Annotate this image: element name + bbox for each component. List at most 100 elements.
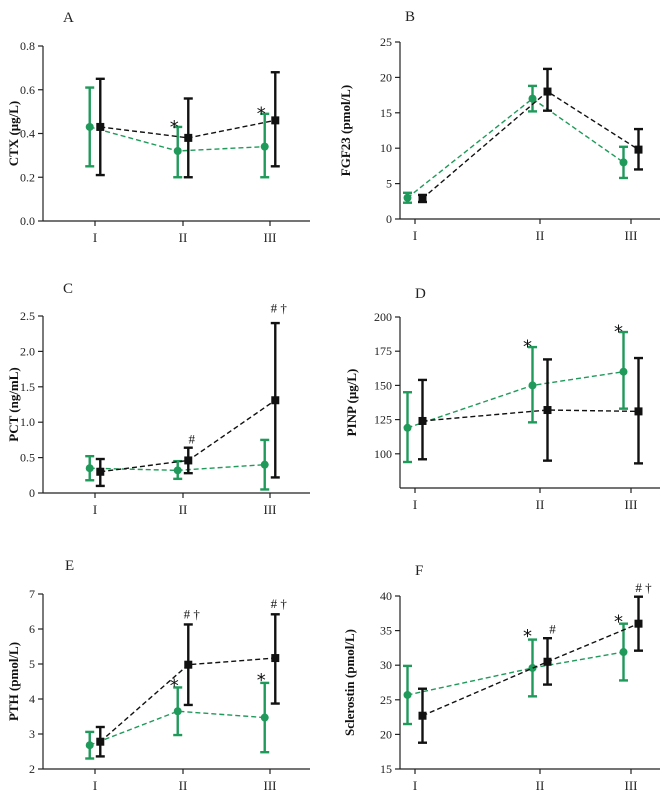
y-tick-label: 0.2: [20, 170, 35, 184]
y-axis-label: FGF23 (pmol/L): [338, 85, 353, 176]
data-point: [543, 87, 552, 96]
significance-marker: #: [189, 431, 196, 446]
y-tick-label: 0.0: [20, 214, 35, 228]
significance-marker: # †: [271, 300, 288, 315]
y-tick-label: 6: [29, 622, 35, 636]
significance-marker: *: [614, 321, 623, 342]
data-point: [634, 145, 643, 154]
x-tick-label: I: [93, 230, 97, 245]
y-tick-label: 150: [374, 378, 392, 392]
data-point: [173, 147, 182, 155]
y-tick-label: 125: [374, 413, 392, 427]
significance-marker: *: [257, 670, 266, 691]
data-point: [528, 381, 537, 390]
data-point: [96, 122, 105, 131]
series-1-line: [407, 97, 624, 199]
significance-marker: # †: [635, 580, 652, 595]
series-1-line: [407, 651, 624, 696]
y-tick-label: 30: [380, 658, 392, 672]
data-point: [403, 423, 412, 432]
y-tick-label: 1.5: [20, 380, 35, 394]
y-tick-label: 2: [29, 762, 35, 776]
y-tick-label: 1.0: [20, 415, 35, 429]
data-point: [96, 467, 105, 476]
significance-marker: *: [523, 336, 532, 357]
y-axis-label: CTX (μg/L): [6, 101, 21, 167]
data-point: [528, 94, 537, 103]
x-tick-label: III: [625, 497, 638, 512]
data-point: [184, 456, 193, 465]
y-tick-label: 2.5: [20, 309, 35, 323]
y-tick-label: 25: [380, 35, 392, 49]
data-point: [543, 657, 552, 666]
x-tick-label: II: [179, 230, 188, 245]
panel-letter: A: [63, 10, 74, 26]
y-tick-label: 0.8: [20, 39, 35, 53]
data-point: [173, 466, 182, 475]
y-tick-label: 20: [380, 727, 392, 741]
data-point: [619, 648, 628, 657]
data-point: [634, 619, 643, 628]
data-point: [184, 660, 193, 669]
data-point: [528, 663, 537, 672]
x-tick-label: II: [536, 228, 545, 243]
data-point: [85, 741, 94, 750]
y-tick-label: 0.4: [20, 127, 35, 141]
panel-letter: F: [415, 563, 423, 579]
y-tick-label: 10: [380, 141, 392, 155]
data-point: [418, 416, 427, 425]
data-point: [271, 116, 280, 125]
significance-marker: *: [614, 612, 623, 633]
data-point: [418, 711, 427, 720]
data-point: [96, 737, 105, 746]
data-point: [173, 707, 182, 716]
x-tick-label: II: [179, 778, 188, 793]
panel-letter: B: [405, 9, 415, 25]
x-tick-label: I: [413, 228, 417, 243]
y-tick-label: 100: [374, 447, 392, 461]
y-tick-label: 2.0: [20, 344, 35, 358]
y-axis-label: Sclerostin (pmol/L): [342, 629, 357, 736]
y-tick-label: 15: [380, 106, 392, 120]
y-axis-label: PINP (μg/L): [344, 369, 359, 437]
y-tick-label: 15: [380, 762, 392, 776]
y-tick-label: 4: [29, 692, 35, 706]
y-tick-label: 0.5: [20, 451, 35, 465]
y-tick-label: 5: [29, 657, 35, 671]
y-axis-label: PCT (ng/mL): [6, 367, 21, 442]
significance-marker: *: [170, 675, 179, 696]
data-point: [260, 142, 269, 151]
x-tick-label: III: [264, 778, 277, 793]
y-tick-label: 0: [386, 212, 392, 226]
y-tick-label: 7: [29, 587, 35, 601]
x-tick-label: III: [264, 230, 277, 245]
data-point: [403, 690, 412, 699]
series-1-line: [89, 710, 265, 746]
panel-letter: D: [415, 286, 426, 302]
x-tick-label: II: [536, 497, 545, 512]
panel-letter: E: [65, 558, 74, 574]
data-point: [418, 194, 427, 203]
x-tick-label: I: [413, 778, 417, 793]
x-tick-label: III: [264, 502, 277, 517]
data-point: [403, 193, 412, 202]
x-tick-label: II: [536, 778, 545, 793]
y-tick-label: 200: [374, 310, 392, 324]
series-2-line: [422, 409, 639, 422]
data-point: [260, 460, 269, 469]
data-point: [634, 407, 643, 416]
data-point: [619, 367, 628, 376]
data-point: [543, 406, 552, 415]
y-tick-label: 20: [380, 70, 392, 84]
data-point: [271, 654, 280, 663]
x-tick-label: II: [179, 502, 188, 517]
series-2-line: [422, 90, 639, 199]
y-tick-label: 25: [380, 693, 392, 707]
y-tick-label: 5: [386, 177, 392, 191]
data-point: [271, 396, 280, 405]
